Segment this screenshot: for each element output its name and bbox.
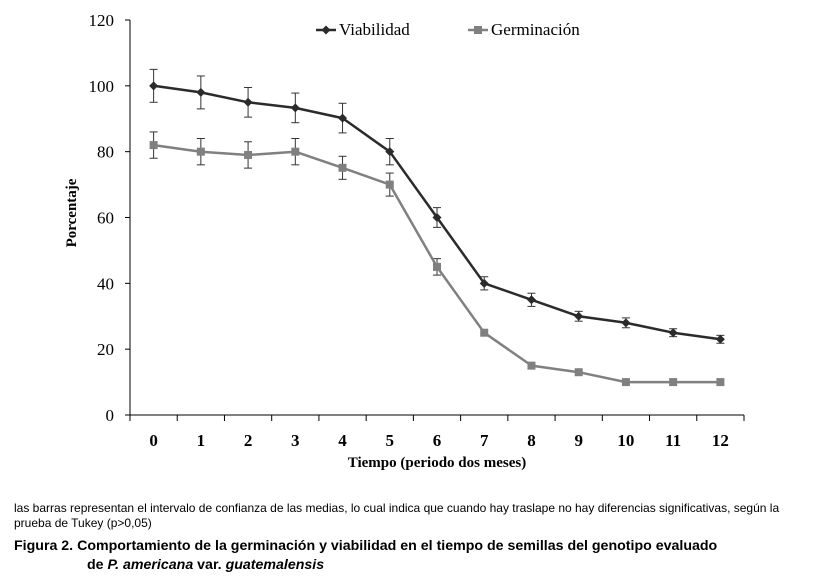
x-tick-label: 8: [527, 431, 536, 450]
series-Viabilidad: [149, 68, 725, 344]
data-point: [385, 180, 394, 189]
y-tick-label: 20: [97, 340, 114, 359]
x-tick-label: 11: [665, 431, 681, 450]
x-tick-label: 1: [197, 431, 206, 450]
data-point: [385, 147, 395, 157]
data-point: [621, 378, 630, 387]
legend-marker: [474, 26, 482, 34]
caption-var: var.: [193, 557, 226, 573]
data-point: [574, 368, 583, 377]
data-point: [291, 147, 300, 156]
data-point: [480, 328, 489, 337]
y-tick-label: 80: [97, 143, 114, 162]
legend-label: Viabilidad: [339, 20, 410, 39]
data-point: [669, 378, 678, 387]
data-point: [715, 334, 725, 344]
figure-note: las barras representan el intervalo de c…: [14, 501, 780, 530]
figure-caption-line1: Figura 2. Comportamiento de la germinaci…: [14, 538, 718, 554]
data-point: [574, 311, 584, 321]
data-point: [243, 97, 253, 107]
x-axis-ticks: 0 1 2 3 4 5 6 7 8 9 10 11 12: [129, 415, 745, 450]
y-axis-ticks: 0 20 40 60 80 100 120: [89, 11, 130, 425]
data-point: [196, 147, 205, 156]
data-point: [668, 328, 678, 338]
y-tick-label: 40: [97, 274, 114, 293]
data-point: [526, 295, 536, 305]
y-tick-label: 0: [106, 406, 115, 425]
data-point: [290, 103, 300, 113]
y-tick-label: 100: [89, 77, 115, 96]
data-point: [338, 113, 348, 123]
y-tick-label: 60: [97, 209, 114, 228]
data-point: [244, 150, 253, 159]
variety-name: guatemalensis: [225, 557, 325, 573]
x-tick-label: 3: [291, 431, 300, 450]
legend-label: Germinación: [491, 20, 580, 39]
x-tick-label: 0: [149, 431, 158, 450]
data-point: [433, 262, 441, 271]
data-point: [196, 87, 206, 97]
y-axis-label: Porcentaje: [64, 178, 80, 247]
legend-marker: [321, 25, 331, 35]
series-layer: [149, 68, 725, 387]
data-point: [621, 318, 631, 328]
x-tick-label: 6: [433, 431, 442, 450]
data-point: [338, 163, 347, 172]
data-point: [432, 213, 442, 222]
x-tick-label: 5: [386, 431, 395, 450]
y-tick-label: 120: [89, 11, 115, 30]
x-tick-label: 12: [712, 431, 729, 450]
data-point: [149, 81, 159, 91]
x-tick-label: 4: [338, 431, 347, 450]
x-tick-label: 9: [574, 431, 583, 450]
data-point: [527, 361, 536, 370]
x-tick-label: 7: [480, 431, 489, 450]
caption-prefix: de: [87, 557, 108, 573]
data-point: [149, 141, 158, 150]
series-Germinación: [149, 131, 725, 387]
figure-caption-line2: de P. americana var. guatemalensis: [14, 556, 814, 575]
data-point: [716, 378, 725, 387]
data-point: [479, 278, 489, 288]
legend: Viabilidad Germinación: [316, 20, 580, 39]
x-tick-label: 2: [244, 431, 253, 450]
figure-caption: Figura 2. Comportamiento de la germinaci…: [14, 537, 814, 575]
x-axis-label: Tiempo (periodo dos meses): [348, 455, 526, 471]
species-name: P. americana: [107, 557, 194, 573]
x-tick-label: 10: [617, 431, 634, 450]
